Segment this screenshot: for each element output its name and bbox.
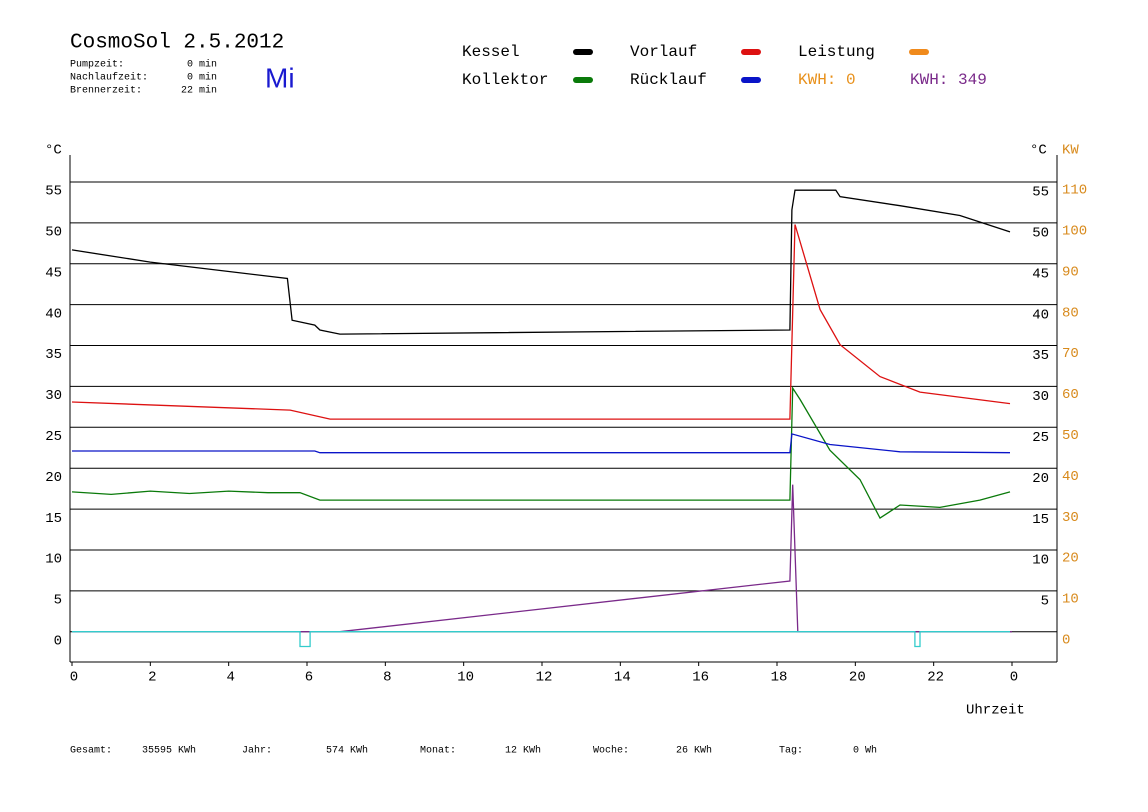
y-tick-label-right: 30	[1032, 389, 1049, 405]
y-tick-label-right: 20	[1032, 471, 1049, 487]
stat-label: Brennerzeit:	[70, 85, 142, 97]
legend-label: Leistung	[798, 43, 875, 61]
y-label: °C	[45, 143, 62, 159]
y-tick-label-right: 5	[1041, 594, 1049, 610]
stat-value: 22 min	[181, 85, 217, 97]
y2-tick-label: 80	[1062, 305, 1079, 321]
footer-label: Jahr:	[242, 745, 272, 757]
legend-label: Vorlauf	[630, 43, 697, 61]
y-tick-label: 15	[45, 511, 62, 527]
y-tick-label: 25	[45, 429, 62, 445]
x-tick-label: 10	[457, 670, 474, 686]
y2-label: KW	[1062, 143, 1079, 159]
footer-label: Monat:	[420, 746, 456, 757]
y2-tick-label: 30	[1062, 510, 1079, 526]
stat-value: 0 min	[187, 72, 217, 84]
y2-tick-label: 110	[1062, 183, 1087, 199]
series-line	[71, 224, 1011, 420]
x-label: Uhrzeit	[966, 703, 1025, 719]
y2-tick-label: 100	[1062, 224, 1087, 240]
x-tick-label: 14	[614, 670, 631, 686]
y-tick-label-right: 55	[1032, 185, 1049, 201]
footer-label: Woche:	[593, 745, 629, 757]
stat-value: 0 min	[187, 59, 217, 71]
y-tick-label-right: 50	[1032, 226, 1049, 242]
series-line	[72, 484, 1012, 633]
y-tick-label: 55	[45, 184, 62, 200]
footer-value: 35595 KWh	[142, 745, 196, 757]
footer-value: 0 Wh	[853, 745, 877, 757]
x-tick-label: 8	[383, 670, 391, 686]
stat-label: Nachlaufzeit:	[70, 72, 148, 84]
y-tick-label: 5	[54, 593, 62, 609]
y-tick-label-right: 35	[1032, 348, 1049, 364]
y-tick-label-right: 10	[1032, 553, 1049, 569]
y-tick-label: 30	[45, 388, 62, 404]
y-tick-label: 0	[54, 633, 62, 649]
y2-tick-label: 90	[1062, 264, 1079, 280]
y-tick-label-right: 25	[1032, 430, 1049, 446]
x-tick-label: 12	[536, 670, 553, 686]
x-tick-label: 4	[226, 670, 234, 686]
y2-tick-label: 0	[1062, 632, 1070, 648]
x-tick-label: 16	[692, 670, 709, 686]
footer-label: Gesamt:	[70, 746, 112, 757]
y-tick-label: 45	[45, 265, 62, 281]
y2-tick-label: 20	[1062, 551, 1079, 567]
series-line	[72, 433, 1011, 454]
x-tick-label: 0	[1010, 670, 1018, 686]
kwh-label: KWH: 349	[910, 71, 987, 89]
y-tick-label-right: 40	[1032, 307, 1049, 323]
y2-tick-label: 40	[1062, 469, 1079, 485]
y2-tick-label: 10	[1062, 592, 1079, 608]
y2-tick-label: 60	[1062, 387, 1079, 403]
footer-value: 574 KWh	[326, 745, 368, 757]
x-tick-label: 22	[927, 670, 944, 686]
y-tick-label: 50	[45, 225, 62, 241]
x-tick-label: 0	[70, 670, 78, 686]
kwh-label: KWH: 0	[798, 71, 856, 89]
series-line	[72, 631, 1010, 648]
legend-label: Kollektor	[462, 71, 548, 89]
y2-tick-label: 70	[1062, 346, 1079, 362]
x-tick-label: 18	[771, 670, 788, 686]
x-tick-label: 6	[305, 670, 313, 686]
y-tick-label: 20	[45, 470, 62, 486]
y-label-right: °C	[1030, 143, 1047, 159]
legend-label: Kessel	[462, 43, 520, 61]
day: Mi	[265, 62, 295, 93]
y-tick-label: 40	[45, 306, 62, 322]
footer-value: 12 KWh	[505, 745, 541, 757]
x-tick-label: 20	[849, 670, 866, 686]
y-tick-label-right: 45	[1032, 266, 1049, 282]
footer-label: Tag:	[779, 746, 803, 757]
legend-label: Rücklauf	[630, 71, 707, 89]
series-line	[71, 189, 1011, 335]
y-tick-label: 10	[45, 552, 62, 568]
title: CosmoSol 2.5.2012	[70, 32, 284, 55]
y-tick-label-right: 15	[1032, 512, 1049, 528]
footer-value: 26 KWh	[676, 745, 712, 757]
stat-label: Pumpzeit:	[70, 59, 124, 71]
y2-tick-label: 50	[1062, 428, 1079, 444]
y-tick-label: 35	[45, 347, 62, 363]
x-tick-label: 2	[148, 670, 156, 686]
